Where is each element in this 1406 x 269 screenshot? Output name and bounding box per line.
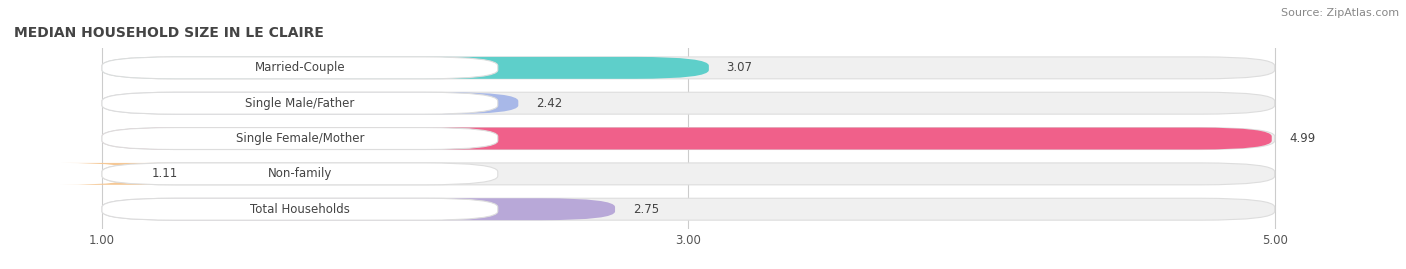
FancyBboxPatch shape — [103, 57, 1275, 79]
FancyBboxPatch shape — [103, 92, 498, 114]
FancyBboxPatch shape — [103, 128, 498, 150]
FancyBboxPatch shape — [103, 163, 498, 185]
Text: 2.75: 2.75 — [633, 203, 659, 216]
Text: Non-family: Non-family — [267, 167, 332, 180]
FancyBboxPatch shape — [103, 57, 498, 79]
Text: Source: ZipAtlas.com: Source: ZipAtlas.com — [1281, 8, 1399, 18]
FancyBboxPatch shape — [103, 92, 519, 114]
Text: 3.07: 3.07 — [727, 61, 752, 74]
FancyBboxPatch shape — [60, 163, 176, 185]
Text: 4.99: 4.99 — [1289, 132, 1316, 145]
Text: Married-Couple: Married-Couple — [254, 61, 346, 74]
Text: 2.42: 2.42 — [536, 97, 562, 110]
FancyBboxPatch shape — [103, 92, 1275, 114]
Text: Single Male/Father: Single Male/Father — [245, 97, 354, 110]
FancyBboxPatch shape — [103, 128, 1275, 150]
Text: Single Female/Mother: Single Female/Mother — [236, 132, 364, 145]
Text: MEDIAN HOUSEHOLD SIZE IN LE CLAIRE: MEDIAN HOUSEHOLD SIZE IN LE CLAIRE — [14, 26, 323, 40]
Text: 1.11: 1.11 — [152, 167, 179, 180]
Text: Total Households: Total Households — [250, 203, 350, 216]
FancyBboxPatch shape — [103, 163, 1275, 185]
FancyBboxPatch shape — [103, 198, 498, 220]
FancyBboxPatch shape — [103, 198, 1275, 220]
FancyBboxPatch shape — [103, 128, 1272, 150]
FancyBboxPatch shape — [103, 57, 709, 79]
FancyBboxPatch shape — [103, 198, 614, 220]
